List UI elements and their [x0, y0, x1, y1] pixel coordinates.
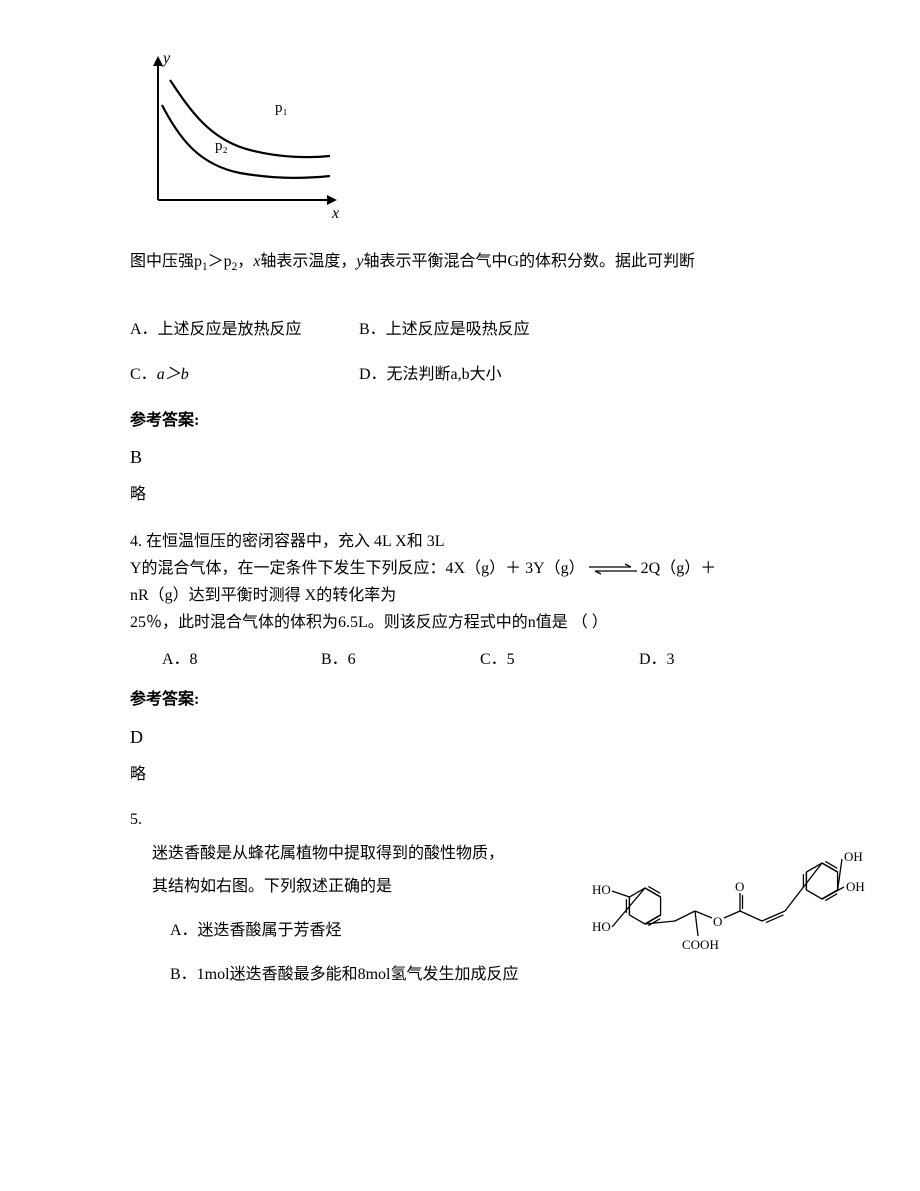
- q3-option-b: B．上述反应是吸热反应: [359, 317, 530, 343]
- svg-text:HO: HO: [592, 882, 611, 897]
- svg-text:O: O: [735, 879, 744, 894]
- chart-caption: 图中压强p1＞p2，x轴表示温度，y轴表示平衡混合气中G的体积分数。据此可判断: [130, 249, 830, 277]
- q5-line2: 其结构如右图。下列叙述正确的是: [130, 874, 552, 900]
- q3-note: 略: [130, 482, 830, 508]
- svg-text:OH: OH: [846, 879, 865, 894]
- svg-text:COOH: COOH: [682, 937, 719, 952]
- svg-text:x: x: [331, 205, 339, 220]
- q3-options-row2: C．a＞b D．无法判断a,b大小: [130, 362, 830, 388]
- q4-option-b: B．6: [321, 647, 476, 673]
- q4-answer: D: [130, 723, 830, 752]
- q3-options-row1: A．上述反应是放热反应 B．上述反应是吸热反应: [130, 317, 830, 343]
- svg-text:p₁: p₁: [275, 100, 288, 116]
- equilibrium-arrow-icon: [585, 563, 641, 575]
- molecule-structure: HO HO OH OH O O COOH: [590, 841, 870, 980]
- q4-option-a: A．8: [162, 647, 317, 673]
- chart1-svg: y x p₁ p₂: [130, 50, 350, 220]
- svg-text:p₂: p₂: [215, 138, 228, 154]
- q5-line1: 迷迭香酸是从蜂花属植物中提取得到的酸性物质，: [130, 841, 552, 867]
- q5-container: 迷迭香酸是从蜂花属植物中提取得到的酸性物质， 其结构如右图。下列叙述正确的是 A…: [130, 841, 830, 987]
- svg-text:y: y: [161, 50, 171, 67]
- q4-options: A．8 B．6 C．5 D．3: [130, 647, 830, 673]
- q3-option-a: A．上述反应是放热反应: [130, 317, 355, 343]
- svg-text:O: O: [713, 914, 722, 929]
- chart-pressure-curves: y x p₁ p₂: [130, 50, 830, 229]
- q3-option-c: C．a＞b: [130, 362, 355, 388]
- q5-number: 5.: [130, 807, 830, 833]
- molecule-svg: HO HO OH OH O O COOH: [590, 841, 870, 971]
- q4-note: 略: [130, 762, 830, 788]
- svg-text:HO: HO: [592, 919, 611, 934]
- q3-answer: B: [130, 443, 830, 472]
- svg-text:OH: OH: [844, 849, 863, 864]
- q3-answer-header: 参考答案:: [130, 408, 830, 434]
- q4-option-d: D．3: [639, 647, 794, 673]
- q4-answer-header: 参考答案:: [130, 687, 830, 713]
- q4-option-c: C．5: [480, 647, 635, 673]
- q4-text: 4. 在恒温恒压的密闭容器中，充入 4L X和 3L Y的混合气体，在一定条件下…: [130, 528, 830, 637]
- q3-option-d: D．无法判断a,b大小: [359, 362, 502, 388]
